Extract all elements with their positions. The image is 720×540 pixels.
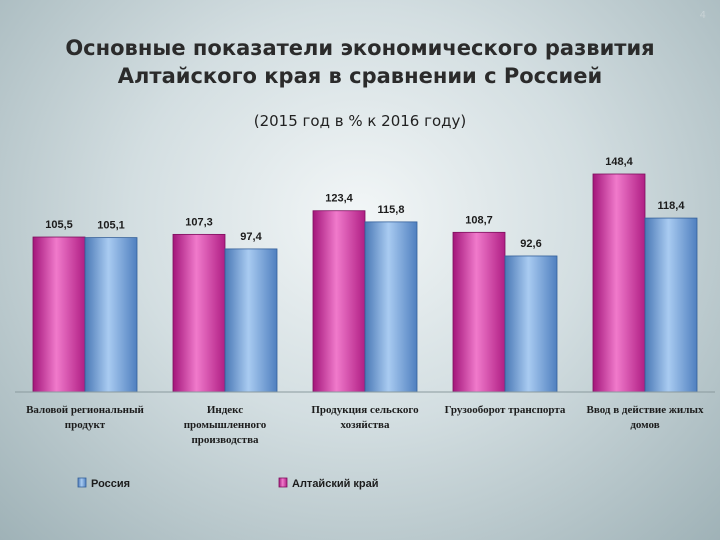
category-label-0: Валовой региональный продукт	[26, 404, 144, 431]
page-number: 4	[699, 10, 706, 21]
data-label-altai-4: 148,4	[605, 156, 633, 168]
slide-subtitle: (2015 год в % к 2016 году)	[253, 112, 467, 130]
legend-label-1: Алтайский край	[292, 478, 379, 490]
category-label-line: Ввод в действие жилых	[587, 404, 704, 416]
bars-layer: 105,5 105,1 107,3 97,4 123,4 115,8 108,7 92,6 14…	[32, 156, 698, 393]
slide-title: Основные показатели экономического разви…	[0, 34, 720, 90]
category-label-3: Грузооборот транспорта	[445, 404, 566, 416]
category-label-line: Индекс	[207, 404, 243, 416]
bar-russia-0	[84, 237, 138, 393]
bar-altai-2	[312, 210, 366, 393]
category-label-2: Продукция сельского хозяйства	[311, 404, 419, 431]
bar-altai-1	[172, 233, 226, 393]
legend-label-0: Россия	[91, 478, 130, 490]
data-label-russia-0: 105,1	[97, 220, 125, 232]
title-line-2: Алтайского края в сравнении с Россией	[117, 64, 603, 88]
category-label-line: Продукция сельского	[311, 404, 419, 416]
data-label-altai-1: 107,3	[185, 216, 213, 228]
bar-russia-2	[364, 221, 418, 393]
category-label-4: Ввод в действие жилых домов	[587, 404, 704, 431]
bar-altai-3	[452, 231, 506, 393]
bar-russia-4	[644, 217, 698, 393]
category-label-line: Грузооборот транспорта	[445, 404, 566, 416]
legend: Россия Алтайский край	[77, 477, 379, 490]
data-label-altai-0: 105,5	[45, 219, 73, 231]
bar-russia-1	[224, 248, 278, 393]
category-label-line: продукт	[65, 419, 106, 431]
title-line-1: Основные показатели экономического разви…	[65, 36, 655, 60]
legend-swatch-1	[278, 477, 288, 488]
category-label-line: промышленного	[184, 419, 267, 431]
bar-altai-0	[32, 236, 86, 393]
category-label-line: домов	[630, 419, 659, 431]
category-label-1: Индекс промышленного производства	[184, 404, 267, 446]
category-labels: Валовой региональный продукт Индекс промышл…	[26, 404, 704, 446]
data-label-altai-2: 123,4	[325, 193, 353, 205]
data-label-russia-4: 118,4	[658, 200, 686, 212]
category-label-line: производства	[191, 434, 259, 446]
bar-altai-4	[592, 173, 646, 393]
data-label-russia-3: 92,6	[520, 238, 541, 250]
data-label-russia-1: 97,4	[240, 231, 262, 243]
data-label-russia-2: 115,8	[378, 204, 405, 216]
category-label-line: хозяйства	[340, 419, 390, 431]
category-label-line: Валовой региональный	[26, 404, 144, 416]
bar-russia-3	[504, 255, 558, 393]
data-label-altai-3: 108,7	[465, 214, 493, 226]
legend-swatch-0	[77, 477, 87, 488]
